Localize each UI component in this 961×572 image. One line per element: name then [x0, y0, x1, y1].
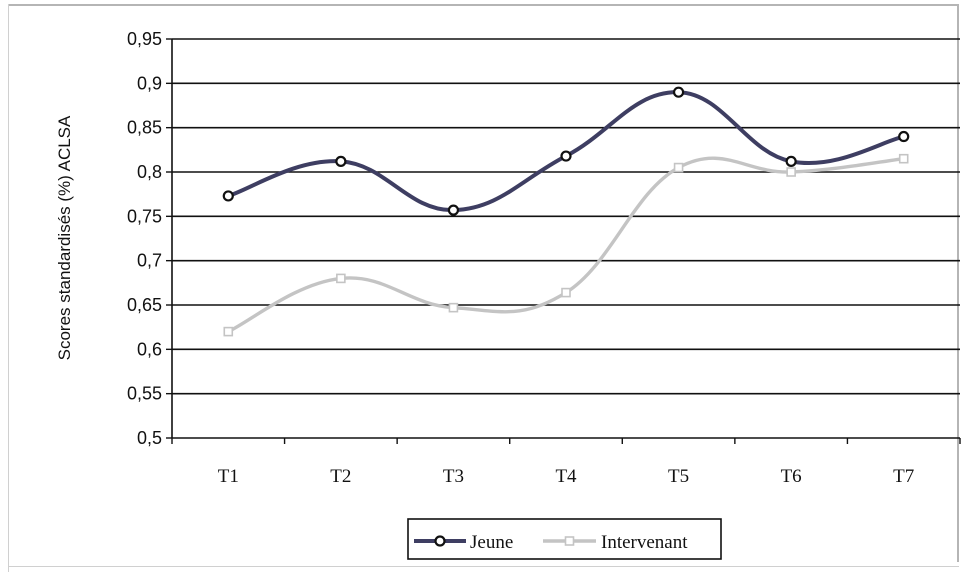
legend-items: Jeune Intervenant — [414, 532, 688, 553]
data-point-jeune — [447, 204, 460, 216]
y-tick-label: 0,55 — [127, 384, 162, 404]
frame-border-bottom — [8, 566, 959, 567]
x-tick-label: T7 — [893, 466, 914, 487]
y-tick-label: 0,5 — [137, 428, 162, 448]
x-tick-label: T4 — [555, 466, 577, 487]
x-tick-label: T2 — [330, 466, 351, 487]
data-point-jeune — [222, 190, 234, 202]
data-point-intervenant — [223, 326, 234, 337]
legend-label-intervenant: Intervenant — [601, 532, 688, 553]
grid-lines — [172, 38, 960, 395]
y-tick-label: 0,95 — [127, 29, 162, 49]
x-tick-labels: T1 T2 T3 T4 T5 T6 T7 — [218, 466, 915, 487]
y-tick-label: 0,7 — [137, 251, 162, 271]
data-point-jeune — [335, 155, 347, 167]
data-point-intervenant — [786, 167, 796, 177]
y-tick-label: 0,65 — [127, 295, 162, 315]
data-point-jeune — [672, 86, 685, 98]
y-tick-label: 0,8 — [137, 162, 162, 182]
x-tick-label: T5 — [668, 466, 689, 487]
legend-marker-jeune — [434, 535, 446, 547]
x-tick-label: T3 — [443, 466, 464, 487]
data-point-intervenant — [448, 302, 459, 313]
frame-border-top — [8, 4, 959, 6]
data-point-jeune — [785, 155, 797, 167]
legend-item-intervenant: Intervenant — [543, 532, 688, 553]
legend-item-jeune: Jeune — [414, 532, 513, 553]
y-tick-label: 0,6 — [137, 339, 162, 359]
axes — [166, 38, 961, 444]
frame-border-right — [957, 4, 959, 562]
data-point-intervenant — [336, 273, 346, 284]
data-point-jeune — [898, 130, 910, 143]
frame-border-left — [8, 4, 9, 572]
y-tick-label: 0,9 — [137, 73, 162, 93]
x-tick-label: T1 — [218, 466, 239, 487]
data-point-jeune — [560, 150, 572, 162]
data-point-intervenant — [673, 162, 684, 173]
data-point-intervenant — [898, 153, 909, 164]
legend-marker-intervenant — [564, 536, 575, 546]
y-axis-label: Scores standardisés (%) ACLSA — [55, 115, 74, 360]
data-point-intervenant — [561, 287, 571, 298]
y-tick-label: 0,75 — [127, 206, 162, 226]
legend-label-jeune: Jeune — [470, 532, 513, 553]
y-tick-label: 0,85 — [127, 118, 162, 138]
y-tick-labels: 0,5 0,55 0,6 0,65 0,7 0,75 0,8 0,85 0,9 0,95 — [127, 29, 162, 448]
x-tick-label: T6 — [781, 466, 802, 487]
series-lines — [222, 86, 910, 337]
legend: Jeune Intervenant — [407, 518, 722, 560]
legend-box — [407, 518, 722, 560]
